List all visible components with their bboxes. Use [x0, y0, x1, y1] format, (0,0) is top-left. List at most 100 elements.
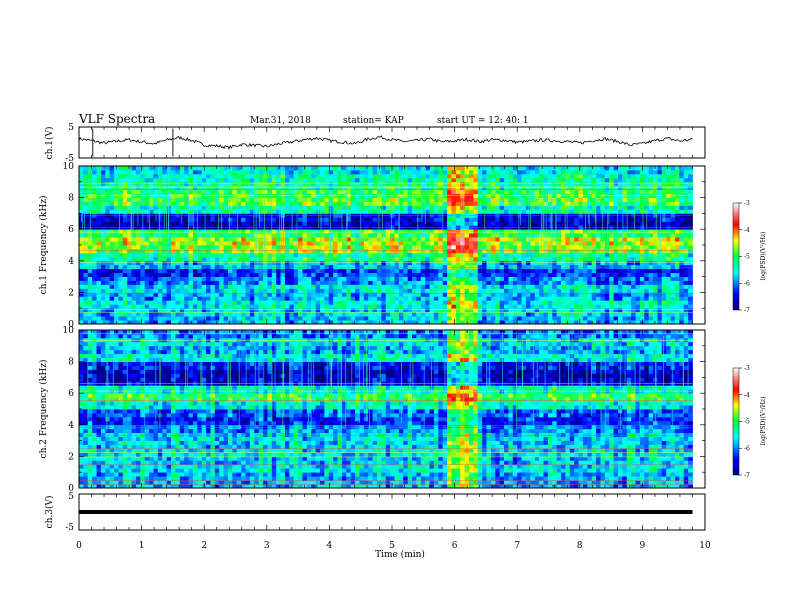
spectrogram-cell: [416, 202, 421, 206]
spectrogram-cell: [189, 209, 194, 213]
spectrogram-cell: [210, 285, 215, 289]
spectrogram-cell: [158, 312, 163, 316]
spectrogram-cell: [302, 221, 307, 225]
spectrogram-cell: [241, 265, 246, 269]
spectrogram-cell: [289, 316, 294, 320]
spectrogram-cell: [97, 277, 102, 281]
spectrogram-cell: [500, 217, 505, 221]
spectrogram-cell: [487, 206, 492, 210]
spectrogram-cell: [83, 182, 88, 186]
spectrogram-cell: [482, 269, 487, 273]
spectrogram-cell: [298, 209, 303, 213]
spectrogram-cell: [92, 261, 97, 265]
spectrogram-cell: [443, 190, 448, 194]
spectrogram-cell: [408, 170, 413, 174]
spectrogram-cell: [478, 296, 483, 300]
spectrogram-cell: [460, 316, 465, 320]
spectrogram-cell: [153, 300, 158, 304]
spectrogram-cell: [320, 316, 325, 320]
spectrogram-cell: [579, 308, 584, 312]
spectrogram-cell: [535, 174, 540, 178]
spectrogram-cell: [316, 296, 321, 300]
spectrogram-cell: [443, 316, 448, 320]
spectrogram-cell: [535, 249, 540, 253]
spectrogram-cell: [583, 249, 588, 253]
spectrogram-cell: [307, 241, 312, 245]
spectrogram-cell: [132, 190, 137, 194]
spectrogram-cell: [399, 316, 404, 320]
spectrogram-cell: [250, 257, 255, 261]
spectrogram-cell: [197, 253, 202, 257]
spectrogram-cell: [539, 166, 544, 170]
spectrogram-cell: [123, 292, 128, 296]
spectrogram-cell: [272, 225, 277, 229]
spectrogram-cell: [118, 217, 123, 221]
spectrogram-cell: [381, 174, 386, 178]
spectrogram-cell: [338, 292, 343, 296]
spectrogram-cell: [364, 221, 369, 225]
spectrogram-cell: [202, 178, 207, 182]
spectrogram-cell: [473, 198, 478, 202]
spectrogram-cell: [596, 182, 601, 186]
spectrogram-cell: [605, 316, 610, 320]
spectrogram-cell: [224, 241, 229, 245]
spectrogram-cell: [88, 241, 93, 245]
spectrogram-cell: [153, 221, 158, 225]
spectrogram-cell: [456, 312, 461, 316]
spectrogram-cell: [92, 241, 97, 245]
spectrogram-cell: [97, 308, 102, 312]
spectrogram-cell: [302, 206, 307, 210]
spectrogram-cell: [403, 182, 408, 186]
spectrogram-cell: [276, 209, 281, 213]
spectrogram-cell: [609, 209, 614, 213]
spectrogram-cell: [263, 257, 268, 261]
spectrogram-cell: [469, 285, 474, 289]
spectrogram-cell: [171, 292, 176, 296]
spectrogram-cell: [219, 257, 224, 261]
spectrogram-cell: [438, 170, 443, 174]
spectrogram-cell: [79, 249, 84, 253]
spectrogram-cell: [311, 257, 316, 261]
spectrogram-cell: [101, 316, 106, 320]
spectrogram-cell: [456, 273, 461, 277]
spectrogram-cell: [219, 178, 224, 182]
spectrogram-cell: [478, 233, 483, 237]
spectrogram-cell: [399, 277, 404, 281]
spectrogram-cell: [592, 316, 597, 320]
spectrogram-cell: [539, 277, 544, 281]
spectrogram-cell: [210, 296, 215, 300]
spectrogram-cell: [557, 316, 562, 320]
spectrogram-cell: [535, 182, 540, 186]
spectrogram-cell: [215, 178, 220, 182]
spectrogram-cell: [145, 206, 150, 210]
spectrogram-cell: [364, 281, 369, 285]
spectrogram-cell: [596, 285, 601, 289]
spectrogram-cell: [289, 249, 294, 253]
spectrogram-cell: [565, 261, 570, 265]
spectrogram-cell: [259, 261, 264, 265]
spectrogram-cell: [368, 237, 373, 241]
spectrogram-cell: [329, 249, 334, 253]
spectrogram-cell: [272, 217, 277, 221]
spectrogram-cell: [359, 296, 364, 300]
spectrogram-cell: [377, 202, 382, 206]
spectrogram-cell: [399, 166, 404, 170]
spectrogram-cell: [206, 182, 211, 186]
spectrogram-cell: [430, 285, 435, 289]
spectrogram-cell: [526, 257, 531, 261]
spectrogram-cell: [587, 166, 592, 170]
spectrogram-cell: [500, 229, 505, 233]
spectrogram-cell: [307, 304, 312, 308]
spectrogram-cell: [434, 288, 439, 292]
spectrogram-cell: [346, 285, 351, 289]
spectrogram-cell: [473, 312, 478, 316]
spectrogram-cell: [430, 296, 435, 300]
spectrogram-cell: [381, 288, 386, 292]
spectrogram-cell: [272, 221, 277, 225]
spectrogram-cell: [149, 312, 154, 316]
spectrogram-cell: [158, 206, 163, 210]
spectrogram-cell: [574, 281, 579, 285]
spectrogram-cell: [289, 170, 294, 174]
spectrogram-cell: [561, 174, 566, 178]
spectrogram-cell: [526, 292, 531, 296]
